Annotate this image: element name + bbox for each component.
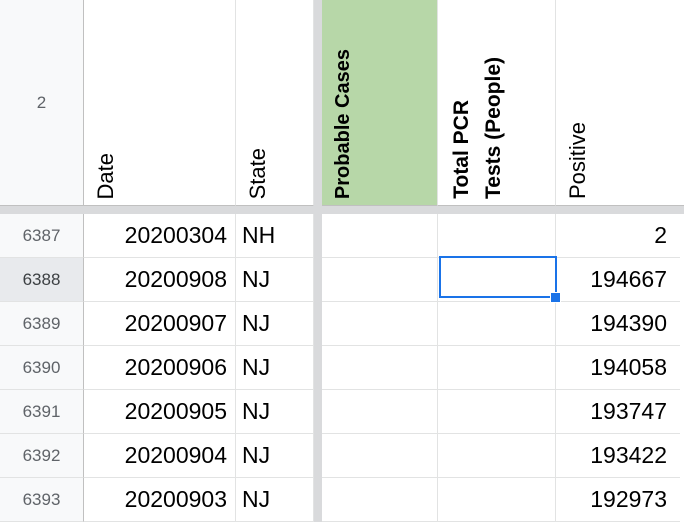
column-header-date[interactable]: Date xyxy=(84,0,236,206)
cell-date[interactable]: 20200903 xyxy=(84,478,236,522)
frozen-row-divider[interactable] xyxy=(0,206,684,214)
cell-value: 193422 xyxy=(590,442,667,468)
cell-probable-cases[interactable] xyxy=(322,258,438,302)
column-header-total-pcr-tests[interactable]: Total PCR Tests (People) xyxy=(438,0,556,206)
row-number-label: 6390 xyxy=(22,357,61,377)
column-header-probable-cases[interactable]: Probable Cases xyxy=(322,0,438,206)
cell-positive[interactable]: 194390 xyxy=(556,302,684,346)
cell-probable-cases[interactable] xyxy=(322,302,438,346)
row-header[interactable]: 6392 xyxy=(0,434,84,478)
column-header-label: State xyxy=(245,147,270,199)
row-header[interactable]: 6391 xyxy=(0,390,84,434)
cell-value: 192973 xyxy=(590,486,667,512)
cell-value: NJ xyxy=(242,354,271,380)
row-number-label: 6391 xyxy=(22,401,61,421)
row-header-2[interactable]: 2 xyxy=(0,0,84,206)
cell-state[interactable]: NJ xyxy=(236,346,314,390)
cell-total-pcr[interactable] xyxy=(438,302,556,346)
cell-total-pcr[interactable] xyxy=(438,258,556,302)
cell-date[interactable]: 20200905 xyxy=(84,390,236,434)
cell-value: 20200906 xyxy=(124,354,227,380)
cell-value: 20200904 xyxy=(124,442,227,468)
row-number-label: 6387 xyxy=(22,225,61,245)
cell-total-pcr[interactable] xyxy=(438,346,556,390)
column-header-positive[interactable]: Positive xyxy=(556,0,684,206)
fill-handle[interactable] xyxy=(550,292,561,303)
cell-probable-cases[interactable] xyxy=(322,390,438,434)
cell-state[interactable]: NH xyxy=(236,214,314,258)
cell-value: 193747 xyxy=(590,398,667,424)
cell-value: 20200907 xyxy=(124,310,227,336)
cell-positive[interactable]: 193747 xyxy=(556,390,684,434)
cell-positive[interactable]: 2 xyxy=(556,214,684,258)
cell-value: 20200304 xyxy=(124,222,227,248)
row-header[interactable]: 6388 xyxy=(0,258,84,302)
cell-state[interactable]: NJ xyxy=(236,478,314,522)
row-header[interactable]: 6387 xyxy=(0,214,84,258)
column-header-label: Date xyxy=(93,152,118,199)
cell-value: 194058 xyxy=(590,354,667,380)
cell-value: NJ xyxy=(242,398,271,424)
selected-cell-outline[interactable] xyxy=(439,256,557,298)
cell-value: NJ xyxy=(242,310,271,336)
cell-date[interactable]: 20200907 xyxy=(84,302,236,346)
column-header-label: Probable Cases xyxy=(332,48,354,199)
cell-value: 2 xyxy=(654,222,667,248)
cell-probable-cases[interactable] xyxy=(322,434,438,478)
row-number-label: 6389 xyxy=(22,313,61,333)
cell-total-pcr[interactable] xyxy=(438,214,556,258)
cell-state[interactable]: NJ xyxy=(236,258,314,302)
cell-probable-cases[interactable] xyxy=(322,478,438,522)
cell-value: NJ xyxy=(242,442,271,468)
cell-positive[interactable]: 192973 xyxy=(556,478,684,522)
next-column-edge xyxy=(680,214,684,522)
cell-value: 20200903 xyxy=(124,486,227,512)
row-number-label: 6392 xyxy=(22,445,61,465)
row-header[interactable]: 6390 xyxy=(0,346,84,390)
frozen-column-divider[interactable] xyxy=(314,0,322,522)
cell-value: 194390 xyxy=(590,310,667,336)
cell-date[interactable]: 20200304 xyxy=(84,214,236,258)
row-header[interactable]: 6389 xyxy=(0,302,84,346)
column-header-label: Positive xyxy=(565,121,590,199)
row-number-label: 6388 xyxy=(22,269,61,289)
cell-state[interactable]: NJ xyxy=(236,434,314,478)
cell-positive[interactable]: 193422 xyxy=(556,434,684,478)
cell-state[interactable]: NJ xyxy=(236,302,314,346)
cell-probable-cases[interactable] xyxy=(322,214,438,258)
row-number-label: 6393 xyxy=(22,489,61,509)
cell-date[interactable]: 20200908 xyxy=(84,258,236,302)
cell-date[interactable]: 20200906 xyxy=(84,346,236,390)
cell-total-pcr[interactable] xyxy=(438,390,556,434)
cell-value: NJ xyxy=(242,266,271,292)
column-header-label-line2: Tests (People) xyxy=(482,57,505,199)
cell-value: NH xyxy=(242,222,276,248)
cell-total-pcr[interactable] xyxy=(438,478,556,522)
column-header-label-line1: Total PCR xyxy=(450,100,473,199)
cell-state[interactable]: NJ xyxy=(236,390,314,434)
cell-value: 194667 xyxy=(590,266,667,292)
column-header-state[interactable]: State xyxy=(236,0,314,206)
row-number-label: 2 xyxy=(36,92,47,112)
cell-positive[interactable]: 194058 xyxy=(556,346,684,390)
row-header[interactable]: 6393 xyxy=(0,478,84,522)
cell-value: 20200905 xyxy=(124,398,227,424)
cell-value: 20200908 xyxy=(124,266,227,292)
cell-probable-cases[interactable] xyxy=(322,346,438,390)
cell-total-pcr[interactable] xyxy=(438,434,556,478)
cell-value: NJ xyxy=(242,486,271,512)
cell-date[interactable]: 20200904 xyxy=(84,434,236,478)
cell-positive[interactable]: 194667 xyxy=(556,258,684,302)
